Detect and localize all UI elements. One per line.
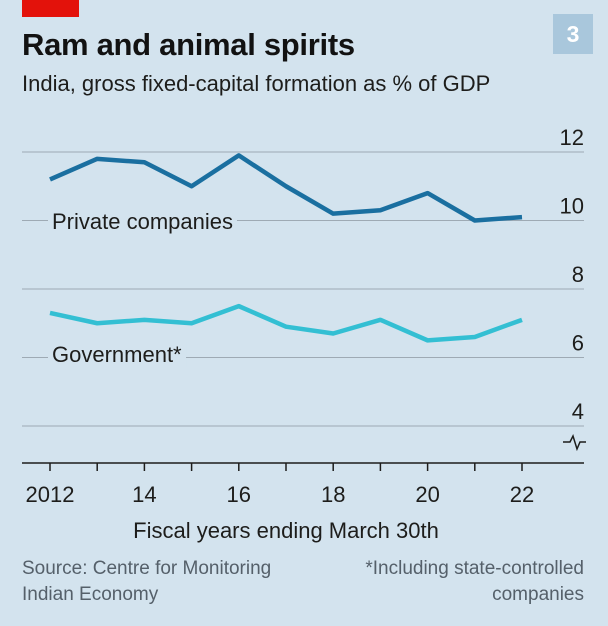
chart-title: Ram and animal spirits	[22, 27, 355, 62]
y-tick-label: 6	[572, 331, 584, 356]
grid-lines	[22, 151, 584, 427]
chart-number-badge: 3	[553, 14, 593, 54]
y-tick-label: 12	[560, 125, 584, 150]
government-label: Government*	[52, 342, 182, 367]
x-tick-label: 2012	[26, 482, 75, 507]
axis-break-icon	[563, 433, 586, 452]
brand-red-tag	[22, 0, 79, 17]
series-lines	[49, 153, 523, 343]
y-tick-label: 8	[572, 262, 584, 287]
y-tick-label: 4	[572, 399, 584, 424]
label-background	[48, 209, 237, 234]
x-tick-label: 14	[132, 482, 156, 507]
x-tick-label: 18	[321, 482, 345, 507]
chart-labels: 12 10 8 6 4 2012 14 16 18 20 22 Fiscal years ending…	[26, 125, 584, 543]
y-tick-label: 10	[560, 194, 584, 219]
x-tick-label: 16	[227, 482, 251, 507]
chart-subtitle: India, gross fixed-capital formation as …	[22, 71, 491, 96]
private-companies-label: Private companies	[52, 209, 233, 234]
x-tick-label: 20	[415, 482, 439, 507]
government-line	[49, 303, 523, 343]
x-axis	[22, 433, 586, 471]
footnote: *Including state-controlled companies	[365, 558, 584, 605]
source-note: Source: Centre for Monitoring Indian Eco…	[22, 558, 272, 605]
x-tick-label: 22	[510, 482, 534, 507]
x-axis-label: Fiscal years ending March 30th	[133, 518, 439, 543]
label-background	[48, 342, 187, 367]
